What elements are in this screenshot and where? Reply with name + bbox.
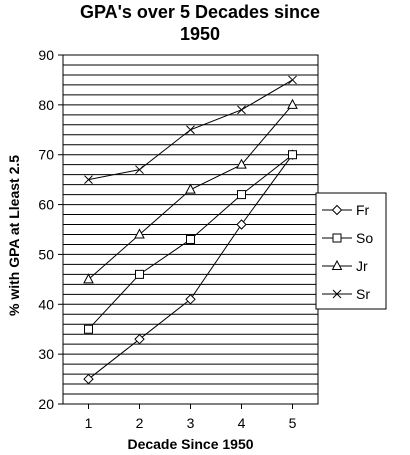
series-so-point	[135, 269, 144, 279]
series-jr-point	[287, 98, 298, 109]
series-jr-point	[185, 183, 196, 194]
plot-area-frame	[62, 54, 319, 405]
legend-marker	[332, 233, 342, 243]
legend-label: So	[356, 230, 373, 246]
series-jr-point	[83, 273, 94, 284]
legend-marker	[331, 259, 343, 270]
series-so-point	[84, 324, 93, 334]
series-so-point	[237, 190, 246, 200]
legend-marker	[331, 204, 343, 216]
legend-item-fr: Fr	[322, 202, 370, 218]
y-tick-label: 40	[38, 296, 54, 312]
y-axis-label: % with GPA at Lleast 2.5	[6, 155, 22, 316]
series-so	[84, 150, 297, 334]
y-tick-label: 20	[38, 396, 54, 412]
series-fr-point	[134, 333, 145, 345]
series-jr-point	[134, 228, 145, 239]
series-sr-point	[135, 165, 144, 175]
series-layer	[83, 75, 298, 385]
legend-label: Jr	[356, 258, 368, 274]
legend-marker	[332, 289, 342, 299]
y-tick-label: 80	[38, 97, 54, 113]
series-sr-point	[237, 105, 246, 115]
y-tick-label: 50	[38, 246, 54, 262]
series-jr-point	[236, 158, 247, 169]
series-so-point	[186, 234, 195, 244]
grid-lines	[63, 64, 318, 395]
legend: Fr So Jr Sr	[315, 192, 387, 310]
legend-box	[315, 192, 387, 310]
x-tick-label: 1	[85, 415, 93, 431]
marker-stroke	[237, 105, 246, 115]
series-sr-point	[84, 175, 93, 184]
x-tick-label: 2	[136, 415, 144, 431]
marker-stroke	[332, 289, 342, 299]
series-jr	[83, 98, 298, 284]
legend-item-sr: Sr	[322, 286, 370, 302]
y-tick-label: 30	[38, 346, 54, 362]
legend-item-jr: Jr	[322, 258, 368, 274]
series-fr-point	[185, 294, 196, 305]
chart-title-line-2: 1950	[179, 24, 221, 44]
series-sr-point	[186, 125, 195, 135]
y-tick-label: 90	[38, 47, 54, 63]
x-axis-label: Decade Since 1950	[127, 436, 253, 452]
axes: 20 30 40 50 60 70 80 90 1 2 3 4 5	[38, 47, 296, 431]
marker-stroke	[135, 165, 144, 175]
marker-stroke	[84, 175, 93, 184]
legend-label: Sr	[356, 286, 370, 302]
series-sr	[84, 75, 297, 184]
x-tick-label: 5	[289, 415, 297, 431]
chart-title-line-1: GPA's over 5 Decades since	[79, 2, 321, 22]
series-fr-point	[236, 219, 247, 230]
y-tick-label: 70	[38, 147, 54, 163]
legend-label: Fr	[356, 202, 370, 218]
y-tick-label: 60	[38, 197, 54, 213]
series-so-point	[288, 150, 297, 160]
series-fr-point	[83, 373, 94, 385]
marker-stroke	[186, 125, 195, 135]
legend-item-so: So	[322, 230, 373, 246]
marker-stroke	[288, 75, 297, 85]
x-tick-label: 4	[238, 415, 246, 431]
x-tick-label: 3	[187, 415, 195, 431]
series-sr-point	[288, 75, 297, 85]
